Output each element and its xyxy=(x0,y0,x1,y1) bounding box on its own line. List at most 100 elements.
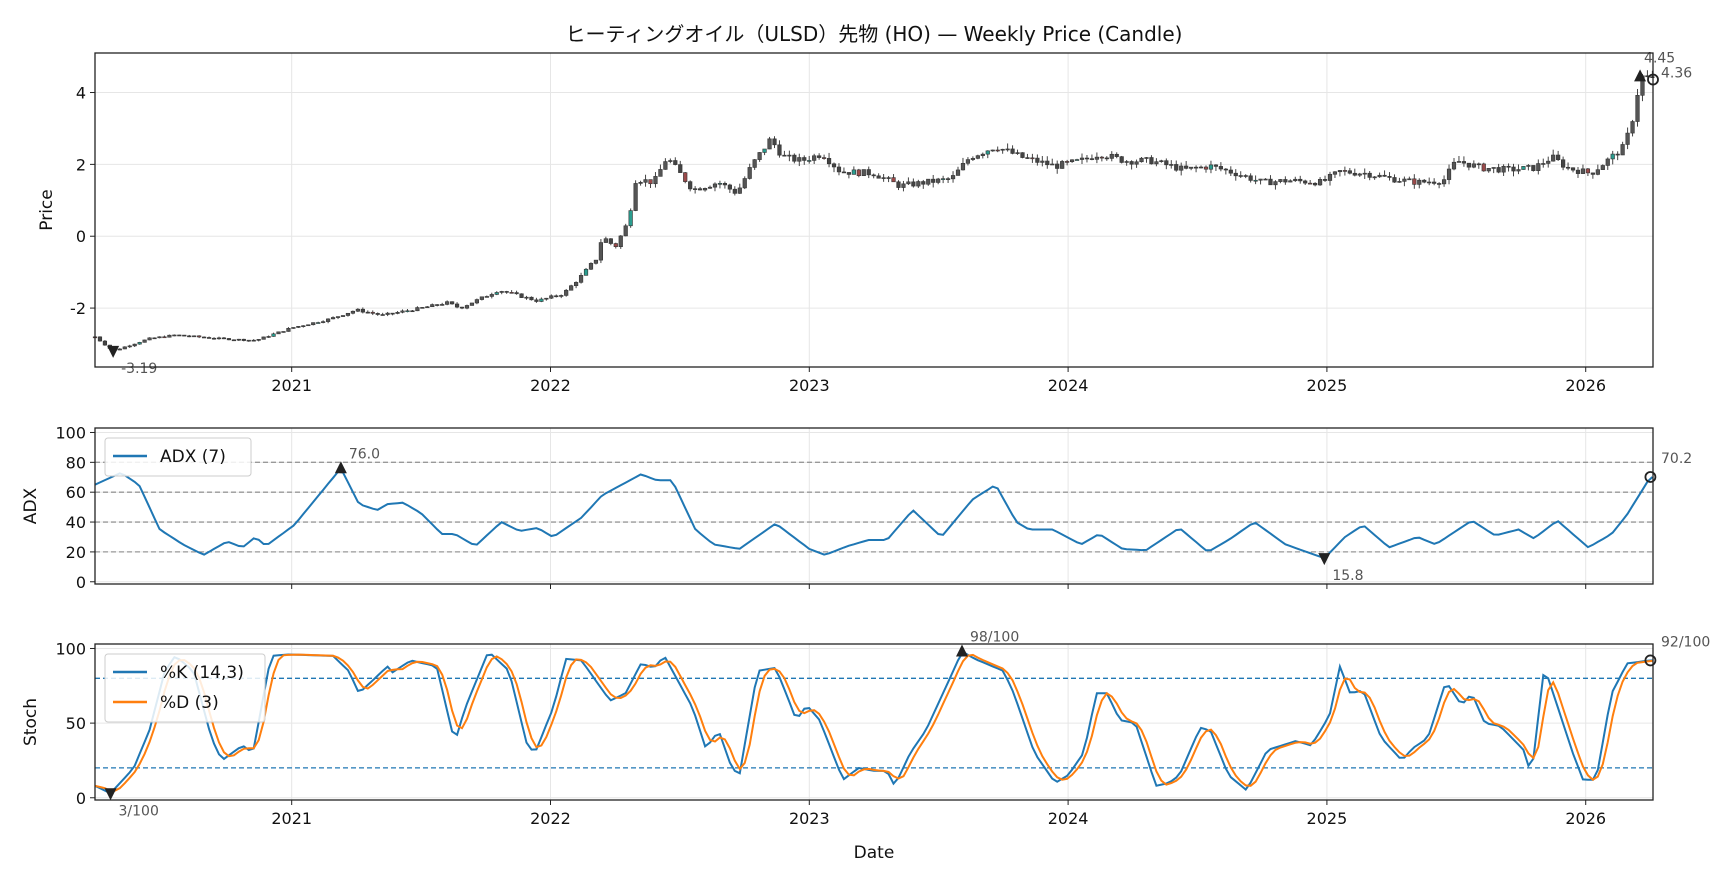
candle-body xyxy=(683,172,688,182)
candle-body xyxy=(549,295,554,299)
legend: ADX (7) xyxy=(104,437,252,477)
candle-body xyxy=(1149,157,1154,165)
candle-body xyxy=(1293,178,1298,182)
candle-body xyxy=(1397,181,1402,183)
candle-body xyxy=(1610,153,1615,160)
x-tick-label: 2025 xyxy=(1307,809,1348,828)
candle-body xyxy=(1079,157,1085,160)
candle-body xyxy=(1541,163,1546,165)
candle-body xyxy=(1565,166,1571,169)
candle-body xyxy=(1129,161,1134,165)
candle-body xyxy=(1099,156,1104,159)
candle-body xyxy=(762,148,767,153)
candle-body xyxy=(643,179,648,183)
candle-body xyxy=(717,183,723,185)
candle-body xyxy=(812,155,817,161)
annotation-label: 76.0 xyxy=(349,446,380,462)
candle-body xyxy=(355,308,360,312)
candle-body xyxy=(702,188,708,191)
candle-body xyxy=(1625,132,1630,145)
candle-body xyxy=(777,144,782,156)
y-tick-label: 60 xyxy=(66,483,86,502)
candle-body xyxy=(271,333,276,337)
candle-body xyxy=(1590,172,1595,175)
candle-body xyxy=(494,292,499,295)
candle-body xyxy=(668,160,673,162)
candle-body xyxy=(1114,153,1119,157)
annotation-label: 70.2 xyxy=(1661,451,1692,467)
candle-body xyxy=(1208,164,1214,170)
candle-body xyxy=(569,285,574,291)
candle-body xyxy=(544,297,549,300)
candle-body xyxy=(593,259,599,264)
candle-body xyxy=(1040,160,1045,163)
candle-body xyxy=(886,177,891,179)
candle-body xyxy=(1362,172,1367,175)
candle-body xyxy=(1471,163,1476,168)
candle-body xyxy=(142,339,147,343)
candle-body xyxy=(752,159,757,168)
candle-body xyxy=(221,337,227,340)
candle-body xyxy=(1546,160,1551,164)
candle-body xyxy=(802,157,807,161)
candle-body xyxy=(122,346,127,350)
candle-body xyxy=(1570,167,1576,171)
candle-body xyxy=(559,295,564,297)
x-tick-label: 2024 xyxy=(1048,376,1089,395)
candle-body xyxy=(206,337,212,339)
candle-body xyxy=(1605,158,1610,166)
candle-body xyxy=(1169,164,1174,166)
candle-body xyxy=(757,152,762,160)
candle-body xyxy=(360,308,365,313)
candle-body xyxy=(1025,157,1030,159)
panel-price: -2 0 2 4 2021 2022 2023 2024 2025 2026 -3.19 4.454.… xyxy=(70,50,1692,395)
candle-body xyxy=(891,177,896,183)
candle-body xyxy=(1481,163,1486,172)
candle-body xyxy=(321,321,326,323)
x-tick-label: 2022 xyxy=(530,809,571,828)
candle-body xyxy=(1402,178,1407,182)
candle-body xyxy=(1387,176,1392,178)
candle-body xyxy=(1094,156,1099,160)
candle-body xyxy=(747,167,752,179)
candle-body xyxy=(1035,157,1040,163)
candle-body xyxy=(608,238,613,244)
trough-marker-icon xyxy=(104,788,117,801)
candle-body xyxy=(578,275,584,283)
candle-body xyxy=(192,335,197,338)
candle-body xyxy=(202,336,207,339)
candle-body xyxy=(370,311,375,314)
peak-marker-icon xyxy=(334,461,347,474)
candle-body xyxy=(177,334,182,337)
panel-stoch: 0 50 100 2021 2022 2023 2024 2025 2026 %K (14,3)%… xyxy=(55,629,1710,828)
candle-body xyxy=(1069,159,1075,163)
candle-body xyxy=(316,322,321,324)
candle-body xyxy=(216,337,222,340)
y-tick-label: 2 xyxy=(76,155,86,174)
candle-body xyxy=(1322,179,1328,181)
candle-body xyxy=(871,174,876,177)
candle-body xyxy=(1417,179,1422,185)
chart-title: ヒーティングオイル（ULSD）先物 (HO) — Weekly Price (C… xyxy=(566,22,1183,46)
candle-body xyxy=(1283,179,1288,183)
candle-body xyxy=(172,334,177,337)
candle-body xyxy=(936,178,941,183)
y-tick-label: 100 xyxy=(55,639,86,658)
candle-body xyxy=(916,181,921,187)
candle-body xyxy=(286,328,291,332)
peak-marker-icon xyxy=(955,644,968,657)
candle-body xyxy=(484,296,489,298)
candle-body xyxy=(906,181,911,185)
candle-body xyxy=(1020,152,1025,158)
candle-body xyxy=(226,338,232,341)
candle-body xyxy=(1352,172,1357,176)
annotation-label: 15.8 xyxy=(1332,568,1363,584)
candle-body xyxy=(266,336,271,338)
candle-body xyxy=(1124,161,1129,163)
y-tick-label: 0 xyxy=(76,227,86,246)
candle-body xyxy=(742,178,747,189)
candle-body xyxy=(281,331,286,333)
candle-body xyxy=(1595,169,1600,175)
candle-body xyxy=(1218,166,1223,170)
candle-body xyxy=(1407,178,1412,181)
